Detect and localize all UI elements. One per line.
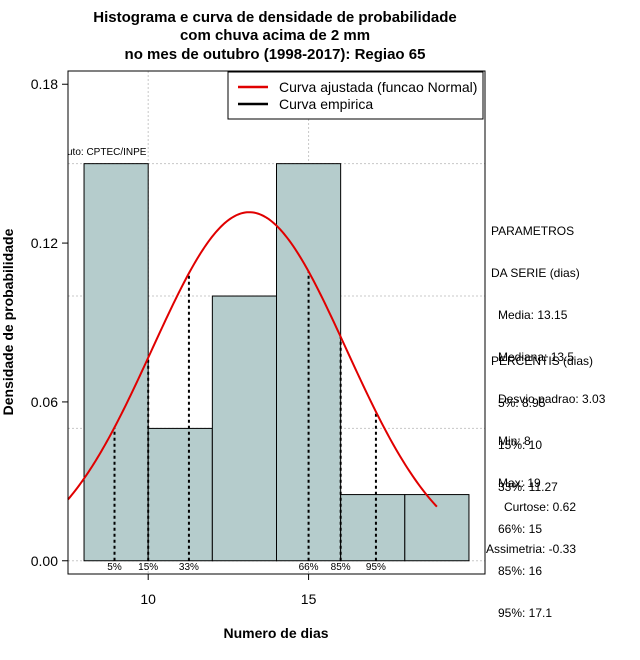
parametros-header-2: DA SERIE (dias) bbox=[491, 266, 580, 280]
legend-label-empirical: Curva empirica bbox=[279, 96, 373, 112]
parametros-header-1: PARAMETROS bbox=[491, 224, 575, 238]
percentile-label: 5% bbox=[107, 562, 122, 573]
histogram-bar bbox=[211, 295, 278, 562]
percentis-block: PERCENTIS (dias) 5%: 8.95 15%: 10 33%: 1… bbox=[491, 326, 593, 634]
percentile-layer: 5% 15% 33% 66% 85% 95% bbox=[107, 271, 386, 573]
percentil-95: 95%: 17.1 bbox=[498, 606, 553, 620]
plot-frame bbox=[67, 70, 486, 575]
x-tick-label: 10 bbox=[140, 591, 156, 607]
x-tick-label: 15 bbox=[301, 591, 317, 607]
y-axis-label: Densidade de probabilidade bbox=[0, 228, 16, 415]
fitted-normal-curve bbox=[67, 211, 438, 508]
percentil-15: 15%: 10 bbox=[498, 438, 543, 452]
percentile-label: 15% bbox=[138, 562, 158, 573]
y-tick-label: 0.12 bbox=[31, 235, 58, 251]
percentile-label: 95% bbox=[366, 562, 386, 573]
legend: Curva ajustada (funcao Normal) Curva emp… bbox=[227, 71, 484, 120]
y-tick-label: 0.18 bbox=[31, 76, 58, 92]
y-tick-label: 0.00 bbox=[31, 553, 58, 569]
percentil-66: 66%: 15 bbox=[498, 522, 543, 536]
curve-layer bbox=[67, 211, 438, 508]
stat-assimetria: Assimetria: -0.33 bbox=[486, 542, 577, 556]
histogram-bar bbox=[340, 494, 406, 562]
stat-media: Media: 13.15 bbox=[498, 308, 568, 322]
percentil-33: 33%: 11.27 bbox=[498, 480, 558, 494]
stat-curtose: Curtose: 0.62 bbox=[503, 500, 576, 514]
percentile-label: 85% bbox=[331, 562, 351, 573]
shape-block: Curtose: 0.62 Assimetria: -0.33 bbox=[486, 472, 576, 570]
chart-title-line-2: com chuva acima de 2 mm bbox=[180, 27, 370, 44]
legend-box bbox=[227, 71, 484, 120]
source-note: uto: CPTEC/INPE bbox=[67, 147, 147, 158]
percentil-5: 5%: 8.95 bbox=[498, 396, 546, 410]
y-tick-label: 0.06 bbox=[31, 394, 58, 410]
stat-desvio: Desvio padrao: 3.03 bbox=[498, 392, 606, 406]
stat-max: Max: 19 bbox=[498, 476, 541, 490]
bar-layer bbox=[83, 163, 470, 562]
stat-mediana: Mediana: 13.5 bbox=[498, 350, 575, 364]
stat-min: Min: 8 bbox=[498, 434, 531, 448]
chart-title-line-3: no mes de outubro (1998-2017): Regiao 65 bbox=[125, 46, 426, 63]
percentis-header: PERCENTIS (dias) bbox=[491, 354, 594, 368]
legend-label-fit: Curva ajustada (funcao Normal) bbox=[279, 79, 477, 95]
percentile-label: 33% bbox=[179, 562, 199, 573]
percentile-label: 66% bbox=[299, 562, 319, 573]
histogram-bar bbox=[83, 163, 149, 562]
histogram-bar bbox=[404, 494, 470, 562]
histogram-bar bbox=[147, 427, 213, 562]
percentil-85: 85%: 16 bbox=[498, 564, 543, 578]
chart-title-line-1: Histograma e curva de densidade de proba… bbox=[93, 9, 456, 26]
parametros-block: PARAMETROS DA SERIE (dias) Media: 13.15 … bbox=[491, 196, 605, 504]
axis-layer: 0.00 0.06 0.12 0.18 10 15 bbox=[31, 76, 317, 607]
x-axis-label: Numero de dias bbox=[223, 625, 328, 641]
